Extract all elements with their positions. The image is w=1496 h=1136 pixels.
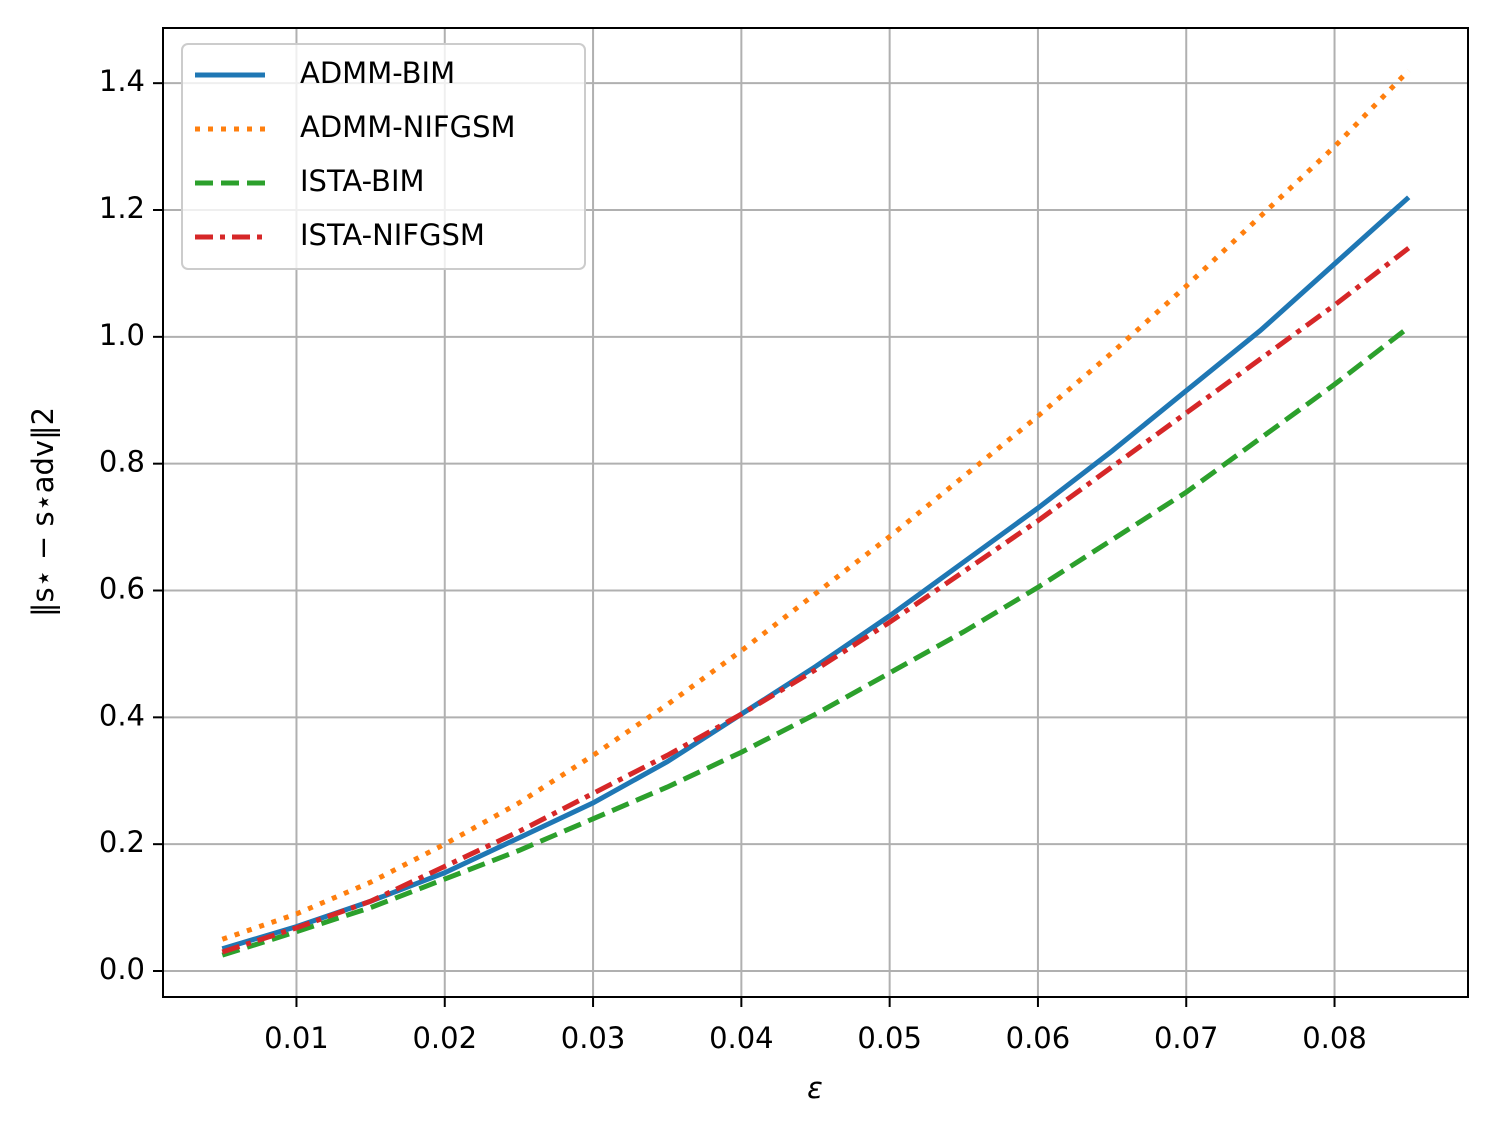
legend: ADMM-BIM ADMM-NIFGSM ISTA-BIM ISTA-NIFGSM [181,43,586,270]
series-line [221,246,1411,955]
y-tick-label: 0.2 [99,825,145,859]
y-tick-label: 0.8 [99,445,145,479]
legend-label: ADMM-NIFGSM [300,110,516,144]
x-tick-label: 0.02 [412,1021,477,1055]
y-tick-label: 1.0 [99,318,145,352]
legend-box [181,43,586,270]
x-axis-label: ε [807,1071,823,1105]
legend-label: ISTA-BIM [300,164,425,198]
y-tick-label: 0.4 [99,698,145,732]
x-tick-label: 0.04 [709,1021,774,1055]
axes-frame [162,27,1469,998]
y-tick-label: 0.0 [99,952,145,986]
series-line [221,325,1411,958]
series-line [221,195,1411,952]
x-tick-label: 0.01 [264,1021,329,1055]
y-tick-label: 0.6 [99,572,145,606]
x-tick-label: 0.07 [1154,1021,1219,1055]
legend-label: ADMM-BIM [300,56,455,90]
x-tick-label: 0.06 [1006,1021,1071,1055]
x-tick-label: 0.08 [1302,1021,1367,1055]
legend-label: ISTA-NIFGSM [300,218,485,252]
y-axis-label: ‖s⋆ − s⋆adv‖2 [26,407,60,617]
y-tick-label: 1.2 [99,191,145,225]
x-tick-label: 0.03 [561,1021,626,1055]
grid [163,28,1468,997]
y-tick-label: 1.4 [99,64,145,98]
series-line [221,68,1411,942]
x-tick-label: 0.05 [857,1021,922,1055]
